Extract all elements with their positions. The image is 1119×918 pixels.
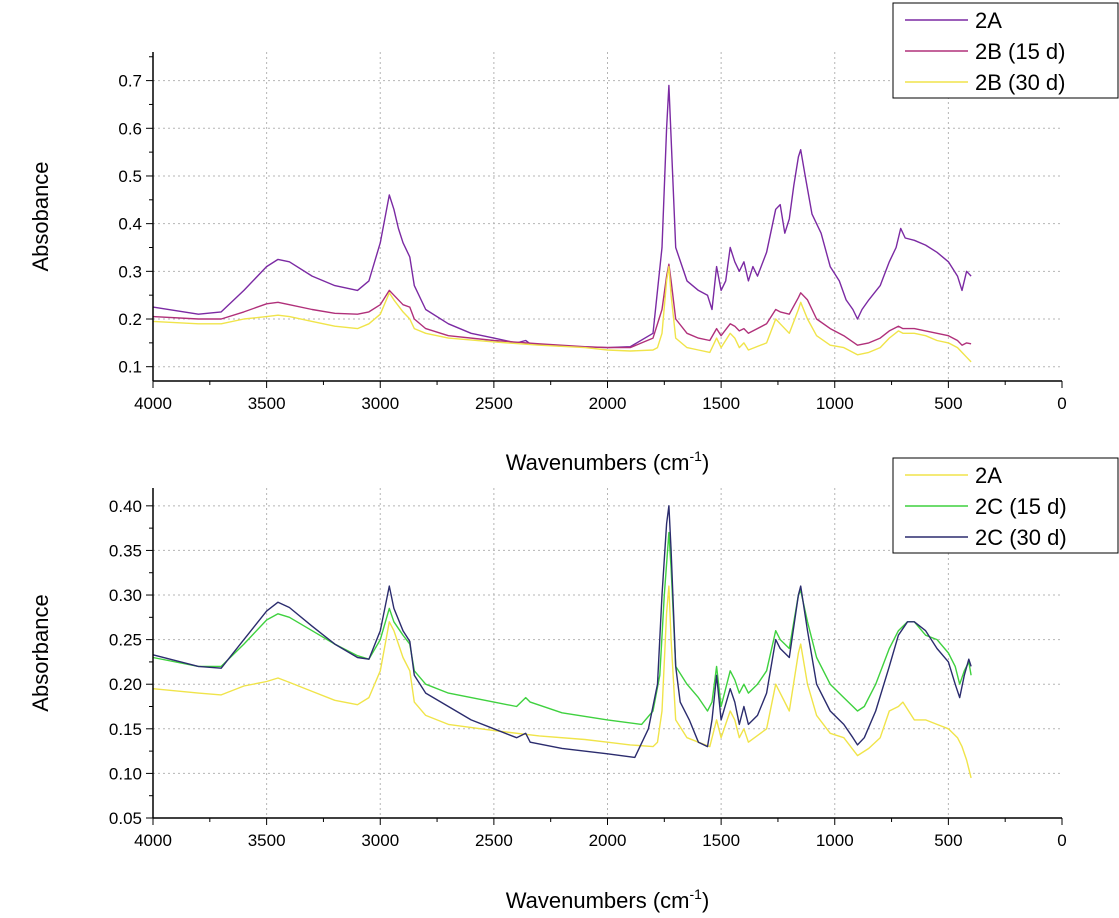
y-tick-label: 0.25 bbox=[109, 631, 142, 650]
legend-entry-label: 2C (15 d) bbox=[975, 494, 1067, 519]
top-chart-panel: 4000 3500 3000 2500 2000 1500 1000 500 0 0.1 0.2 0.… bbox=[28, 2, 1119, 475]
x-tick-label: 3000 bbox=[361, 394, 399, 413]
x-tick-label: 500 bbox=[934, 394, 962, 413]
x-tick-label: 3500 bbox=[248, 831, 286, 850]
y-tick-label: 0.4 bbox=[118, 215, 142, 234]
x-axis-label: Wavenumbers (cm-1) bbox=[506, 886, 710, 913]
x-tick-label: 1000 bbox=[816, 831, 854, 850]
legend-entry-label: 2A bbox=[975, 463, 1002, 488]
y-tick-label: 0.30 bbox=[109, 586, 142, 605]
series-line-2 bbox=[152, 531, 972, 726]
y-tick-label: 0.20 bbox=[109, 675, 142, 694]
x-tick-label: 2000 bbox=[589, 831, 627, 850]
legend-entry-label: 2C (30 d) bbox=[975, 525, 1067, 550]
y-tick-label: 0.7 bbox=[118, 72, 142, 91]
y-tick-label: 0.05 bbox=[109, 809, 142, 828]
x-axis-label-tail: ) bbox=[702, 888, 709, 913]
series-line-3 bbox=[152, 505, 972, 759]
x-tick-label: 2000 bbox=[589, 394, 627, 413]
x-tick-label: 1000 bbox=[816, 394, 854, 413]
legend-entry-label: 2B (15 d) bbox=[975, 39, 1066, 64]
x-axis-label: Wavenumbers (cm-1) bbox=[506, 448, 710, 475]
y-tick-label: 0.35 bbox=[109, 541, 142, 560]
y-tick-label: 0.3 bbox=[118, 262, 142, 281]
x-tick-label: 0 bbox=[1057, 831, 1066, 850]
y-tick-label: 0.15 bbox=[109, 720, 142, 739]
y-tick-label: 0.40 bbox=[109, 497, 142, 516]
x-tick-label: 500 bbox=[934, 831, 962, 850]
x-axis-label-main: Wavenumbers (cm bbox=[506, 888, 690, 913]
legend-entry-label: 2B (30 d) bbox=[975, 70, 1066, 95]
y-tick-label: 0.6 bbox=[118, 119, 142, 138]
x-tick-label: 4000 bbox=[134, 394, 172, 413]
x-axis-label-tail: ) bbox=[702, 450, 709, 475]
y-axis-label: Absorbance bbox=[28, 594, 53, 711]
grid-lines bbox=[153, 52, 1062, 381]
legend-entry-label: 2A bbox=[975, 8, 1002, 33]
x-tick-label: 1500 bbox=[702, 394, 740, 413]
x-tick-label: 2500 bbox=[475, 831, 513, 850]
x-tick-label: 3000 bbox=[361, 831, 399, 850]
x-tick-label: 4000 bbox=[134, 831, 172, 850]
series-line-3 bbox=[152, 265, 972, 363]
x-axis-label-main: Wavenumbers (cm bbox=[506, 450, 690, 475]
legend: 2A 2B (15 d) 2B (30 d) bbox=[892, 2, 1119, 99]
axes: 4000 3500 3000 2500 2000 1500 1000 500 0 0.05 0.10… bbox=[109, 488, 1067, 850]
y-axis-label: Absobance bbox=[28, 161, 53, 271]
x-axis-label-superscript: -1 bbox=[690, 448, 703, 464]
plot-series bbox=[152, 505, 972, 779]
x-tick-label: 1500 bbox=[702, 831, 740, 850]
plot-series bbox=[152, 84, 972, 363]
series-line-1 bbox=[152, 84, 972, 349]
y-tick-label: 0.1 bbox=[118, 358, 142, 377]
legend: 2A 2C (15 d) 2C (30 d) bbox=[892, 457, 1119, 554]
series-line-2 bbox=[152, 263, 972, 349]
x-tick-label: 2500 bbox=[475, 394, 513, 413]
x-axis-label-superscript: -1 bbox=[690, 886, 703, 902]
y-tick-label: 0.5 bbox=[118, 167, 142, 186]
x-tick-label: 3500 bbox=[248, 394, 286, 413]
bottom-chart-panel: 4000 3500 3000 2500 2000 1500 1000 500 0 0.05 0.10… bbox=[28, 457, 1119, 913]
y-tick-label: 0.2 bbox=[118, 310, 142, 329]
axes: 4000 3500 3000 2500 2000 1500 1000 500 0 0.1 0.2 0.… bbox=[118, 52, 1067, 413]
x-tick-label: 0 bbox=[1057, 394, 1066, 413]
y-tick-label: 0.10 bbox=[109, 764, 142, 783]
